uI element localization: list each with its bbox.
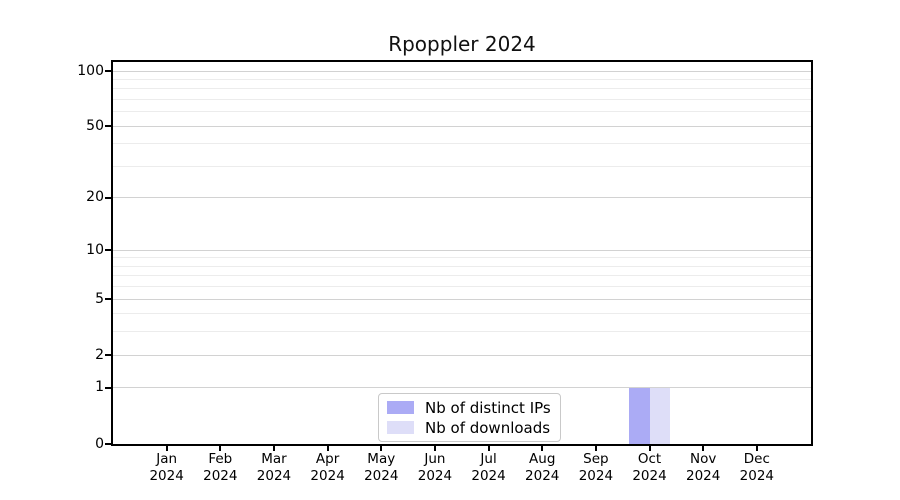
legend-label: Nb of distinct IPs bbox=[425, 398, 551, 417]
y-tick bbox=[105, 386, 111, 389]
y-tick bbox=[105, 354, 111, 357]
x-tick-label: Jun 2024 bbox=[395, 451, 475, 485]
x-tick-label: May 2024 bbox=[341, 451, 421, 485]
y-tick-label: 20 bbox=[86, 189, 104, 206]
x-tick bbox=[380, 446, 383, 451]
gridline-minor bbox=[113, 143, 811, 145]
x-tick bbox=[755, 446, 758, 451]
gridline-major bbox=[113, 387, 811, 389]
gridline-minor bbox=[113, 265, 811, 267]
x-tick-label-year: 2024 bbox=[471, 468, 506, 484]
bar-distinct-ips bbox=[629, 387, 650, 444]
y-tick bbox=[105, 249, 111, 252]
y-tick-label: 2 bbox=[95, 346, 104, 363]
x-tick-label-month: Jun bbox=[424, 451, 446, 467]
legend-item: Nb of downloads bbox=[387, 418, 551, 437]
legend-swatch-downloads bbox=[387, 421, 414, 434]
x-tick-label: Aug 2024 bbox=[502, 451, 582, 485]
x-tick-label-month: Jul bbox=[480, 451, 497, 467]
y-tick-label: 100 bbox=[77, 62, 104, 79]
x-tick-label-month: Mar bbox=[261, 451, 287, 467]
x-tick-label-year: 2024 bbox=[686, 468, 721, 484]
y-tick-label: 10 bbox=[86, 241, 104, 258]
x-tick-label-month: Jan bbox=[156, 451, 178, 467]
gridline-major bbox=[113, 70, 811, 72]
gridline-major bbox=[113, 197, 811, 199]
chart-title: Rpoppler 2024 bbox=[388, 32, 536, 56]
x-tick-label: Mar 2024 bbox=[234, 451, 314, 485]
y-tick-label: 5 bbox=[95, 290, 104, 307]
x-tick-label-month: Feb bbox=[208, 451, 233, 467]
x-tick-label-year: 2024 bbox=[310, 468, 345, 484]
gridline-minor bbox=[113, 257, 811, 259]
x-tick-label: Apr 2024 bbox=[288, 451, 368, 485]
x-tick bbox=[594, 446, 597, 451]
x-tick-label-year: 2024 bbox=[203, 468, 238, 484]
x-tick-label-month: Aug bbox=[529, 451, 556, 467]
legend-label: Nb of downloads bbox=[425, 418, 551, 437]
gridline-minor bbox=[113, 88, 811, 90]
y-tick bbox=[105, 70, 111, 72]
x-tick-label-year: 2024 bbox=[578, 468, 614, 484]
y-tick-label: 50 bbox=[86, 117, 104, 134]
gridline-minor bbox=[113, 78, 811, 80]
x-tick-label: Feb 2024 bbox=[180, 451, 260, 485]
x-tick bbox=[219, 446, 222, 451]
legend-item: Nb of distinct IPs bbox=[387, 398, 551, 417]
gridline-major bbox=[113, 354, 811, 356]
gridline-minor bbox=[113, 98, 811, 100]
x-tick-label-month: Sep bbox=[583, 451, 609, 467]
x-tick-label-year: 2024 bbox=[149, 468, 184, 484]
x-tick-label-month: Dec bbox=[743, 451, 770, 467]
x-tick-label-month: Apr bbox=[315, 451, 340, 467]
gridline-major bbox=[113, 249, 811, 251]
y-tick bbox=[105, 125, 111, 128]
gridline-major bbox=[113, 298, 811, 300]
x-tick bbox=[326, 446, 329, 451]
x-tick bbox=[541, 446, 544, 451]
y-tick-label: 1 bbox=[95, 379, 104, 396]
gridline-major bbox=[113, 125, 811, 127]
x-tick-label-year: 2024 bbox=[632, 468, 667, 484]
y-tick bbox=[105, 196, 111, 199]
x-tick bbox=[165, 446, 168, 451]
x-tick-label: Jan 2024 bbox=[127, 451, 207, 485]
x-tick bbox=[487, 446, 490, 451]
x-tick-label-year: 2024 bbox=[364, 468, 399, 484]
gridline-minor bbox=[113, 313, 811, 315]
x-tick bbox=[272, 446, 275, 451]
x-tick-label-year: 2024 bbox=[256, 468, 292, 484]
x-tick-label: Oct 2024 bbox=[610, 451, 690, 485]
x-tick-label-year: 2024 bbox=[417, 468, 453, 484]
x-tick-label-month: Nov bbox=[690, 451, 717, 467]
gridline-minor bbox=[113, 286, 811, 288]
x-tick-label: Jul 2024 bbox=[449, 451, 529, 485]
x-tick-label-month: May bbox=[367, 451, 396, 467]
x-tick-label-year: 2024 bbox=[739, 468, 775, 484]
x-tick-label-year: 2024 bbox=[525, 468, 560, 484]
x-tick bbox=[433, 446, 436, 451]
bar-downloads bbox=[649, 387, 671, 444]
x-tick bbox=[702, 446, 705, 451]
gridline-minor bbox=[113, 275, 811, 277]
legend: Nb of distinct IPs Nb of downloads bbox=[378, 393, 561, 442]
gridline-minor bbox=[113, 331, 811, 333]
x-tick-label-month: Oct bbox=[637, 451, 662, 467]
x-tick-label: Sep 2024 bbox=[556, 451, 636, 485]
gridline-minor bbox=[113, 111, 811, 113]
x-tick-label: Nov 2024 bbox=[663, 451, 743, 485]
x-tick bbox=[648, 446, 651, 451]
y-tick bbox=[105, 443, 111, 445]
y-tick bbox=[105, 298, 111, 301]
legend-swatch-distinct-ips bbox=[387, 401, 414, 414]
gridline-minor bbox=[113, 165, 811, 167]
y-tick-label: 0 bbox=[95, 435, 104, 452]
x-tick-label: Dec 2024 bbox=[717, 451, 797, 485]
